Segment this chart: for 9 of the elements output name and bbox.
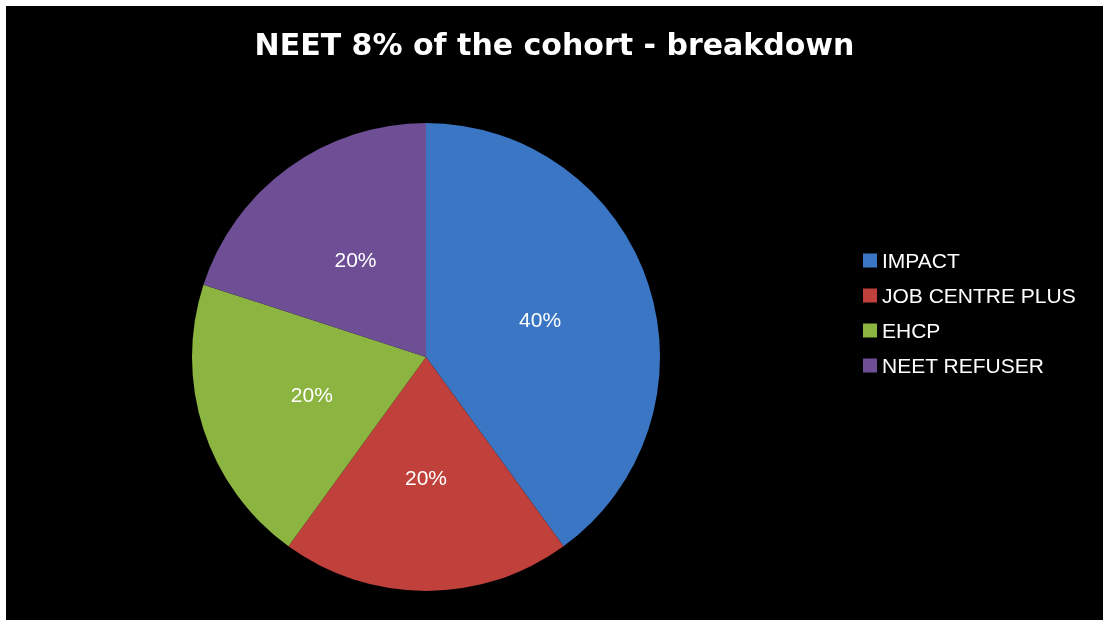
legend-label: EHCP [882,319,941,342]
data-label: 20% [290,382,333,406]
legend-label: JOB CENTRE PLUS [882,284,1076,307]
data-label: 20% [404,465,448,489]
data-label: 40% [519,308,562,332]
data-label: 20% [334,248,377,272]
legend-label: NEET REFUSER [882,354,1044,377]
chart-title: NEET 8% of the cohort - breakdown [254,26,855,62]
legend-label: IMPACT [882,249,960,272]
